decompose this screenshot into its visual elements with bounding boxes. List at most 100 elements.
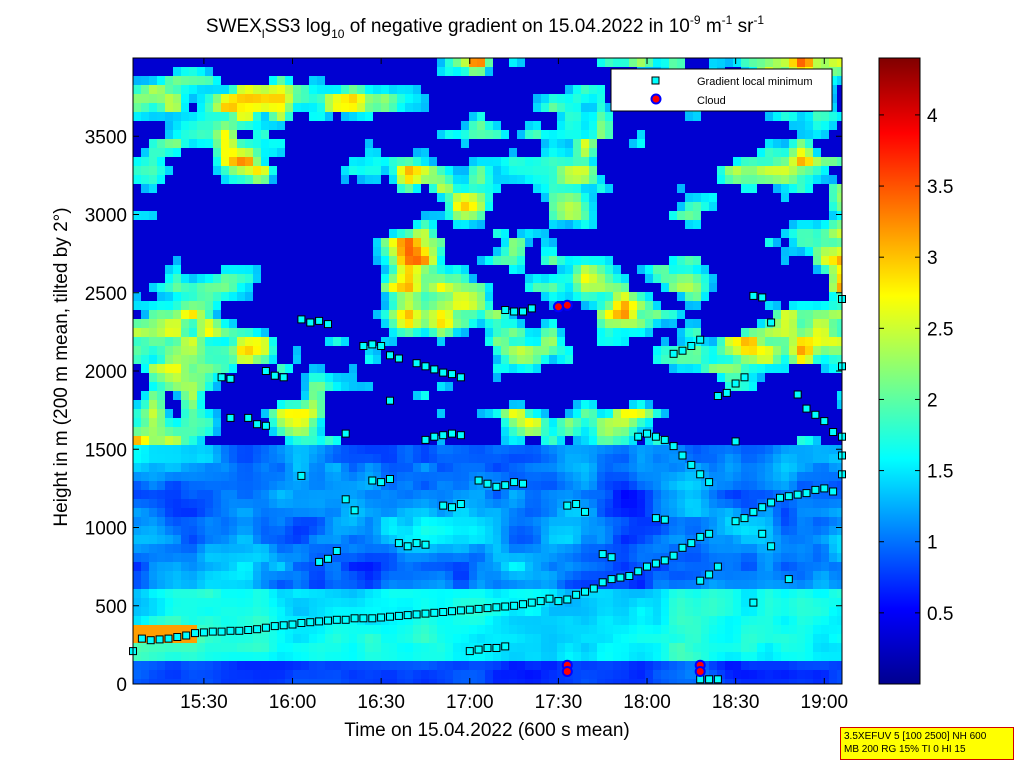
heatmap-cell bbox=[693, 193, 701, 202]
heatmap-cell bbox=[469, 112, 477, 121]
heatmap-cell bbox=[373, 643, 381, 652]
heatmap-cell bbox=[549, 355, 557, 364]
heatmap-cell bbox=[133, 184, 141, 193]
heatmap-cell bbox=[197, 598, 205, 607]
heatmap-cell bbox=[541, 130, 549, 139]
heatmap-cell bbox=[605, 310, 613, 319]
heatmap-cell bbox=[461, 391, 469, 400]
heatmap-cell bbox=[381, 499, 389, 508]
heatmap-cell bbox=[509, 517, 517, 526]
heatmap-cell bbox=[301, 58, 309, 67]
heatmap-cell bbox=[517, 571, 525, 580]
heatmap-cell bbox=[205, 67, 213, 76]
heatmap-cell bbox=[581, 634, 589, 643]
heatmap-cell bbox=[189, 382, 197, 391]
heatmap-cell bbox=[549, 391, 557, 400]
heatmap-cell bbox=[309, 598, 317, 607]
heatmap-cell bbox=[653, 382, 661, 391]
heatmap-cell bbox=[661, 301, 669, 310]
heatmap-cell bbox=[445, 310, 453, 319]
heatmap-cell bbox=[341, 400, 349, 409]
heatmap-cell bbox=[325, 274, 333, 283]
heatmap-cell bbox=[285, 652, 293, 661]
heatmap-cell bbox=[525, 76, 533, 85]
heatmap-cell bbox=[285, 625, 293, 634]
heatmap-cell bbox=[245, 463, 253, 472]
heatmap-cell bbox=[325, 346, 333, 355]
heatmap-cell bbox=[477, 499, 485, 508]
heatmap-cell bbox=[157, 157, 165, 166]
heatmap-cell bbox=[469, 553, 477, 562]
heatmap-cell bbox=[533, 445, 541, 454]
heatmap-cell bbox=[533, 625, 541, 634]
heatmap-cell bbox=[349, 670, 357, 679]
heatmap-cell bbox=[693, 652, 701, 661]
heatmap-cell bbox=[461, 337, 469, 346]
heatmap-cell bbox=[541, 436, 549, 445]
heatmap-cell bbox=[365, 670, 373, 679]
heatmap-cell bbox=[525, 85, 533, 94]
heatmap-cell bbox=[165, 472, 173, 481]
heatmap-cell bbox=[373, 427, 381, 436]
heatmap-cell bbox=[349, 382, 357, 391]
heatmap-cell bbox=[461, 238, 469, 247]
heatmap-cell bbox=[245, 274, 253, 283]
heatmap-cell bbox=[341, 409, 349, 418]
heatmap-cell bbox=[317, 94, 325, 103]
heatmap-cell bbox=[469, 283, 477, 292]
heatmap-cell bbox=[557, 391, 565, 400]
heatmap-cell bbox=[213, 292, 221, 301]
heatmap-cell bbox=[389, 508, 397, 517]
heatmap-cell bbox=[413, 589, 421, 598]
heatmap-cell bbox=[525, 337, 533, 346]
heatmap-cell bbox=[621, 580, 629, 589]
heatmap-cell bbox=[245, 265, 253, 274]
heatmap-cell bbox=[157, 166, 165, 175]
heatmap-cell bbox=[205, 76, 213, 85]
heatmap-cell bbox=[309, 499, 317, 508]
heatmap-cell bbox=[253, 220, 261, 229]
heatmap-cell bbox=[277, 571, 285, 580]
heatmap-cell bbox=[333, 445, 341, 454]
heatmap-cell bbox=[277, 490, 285, 499]
heatmap-cell bbox=[189, 319, 197, 328]
heatmap-cell bbox=[381, 211, 389, 220]
heatmap-cell bbox=[573, 409, 581, 418]
heatmap-cell bbox=[141, 220, 149, 229]
heatmap-cell bbox=[325, 472, 333, 481]
heatmap-cell bbox=[509, 229, 517, 238]
heatmap-cell bbox=[629, 175, 637, 184]
heatmap-cell bbox=[205, 634, 213, 643]
heatmap-cell bbox=[581, 184, 589, 193]
heatmap-cell bbox=[389, 436, 397, 445]
heatmap-cell bbox=[677, 184, 685, 193]
heatmap-cell bbox=[173, 103, 181, 112]
heatmap-cell bbox=[165, 256, 173, 265]
heatmap-cell bbox=[285, 508, 293, 517]
heatmap-cell bbox=[477, 625, 485, 634]
heatmap-cell bbox=[317, 139, 325, 148]
heatmap-cell bbox=[581, 256, 589, 265]
heatmap-cell bbox=[181, 508, 189, 517]
heatmap-cell bbox=[509, 238, 517, 247]
heatmap-cell bbox=[309, 625, 317, 634]
heatmap-cell bbox=[317, 391, 325, 400]
heatmap-cell bbox=[189, 661, 197, 670]
heatmap-cell bbox=[461, 481, 469, 490]
heatmap-cell bbox=[349, 391, 357, 400]
heatmap-cell bbox=[309, 337, 317, 346]
heatmap-cell bbox=[645, 220, 653, 229]
heatmap-cell bbox=[605, 103, 613, 112]
heatmap-cell bbox=[405, 58, 413, 67]
heatmap-cell bbox=[493, 454, 501, 463]
heatmap-cell bbox=[381, 265, 389, 274]
heatmap-cell bbox=[269, 463, 277, 472]
heatmap-cell bbox=[469, 337, 477, 346]
heatmap-cell bbox=[341, 544, 349, 553]
heatmap-cell bbox=[581, 238, 589, 247]
heatmap-cell bbox=[261, 319, 269, 328]
heatmap-cell bbox=[397, 130, 405, 139]
heatmap-cell bbox=[133, 346, 141, 355]
heatmap-cell bbox=[381, 193, 389, 202]
heatmap-cell bbox=[253, 679, 261, 684]
